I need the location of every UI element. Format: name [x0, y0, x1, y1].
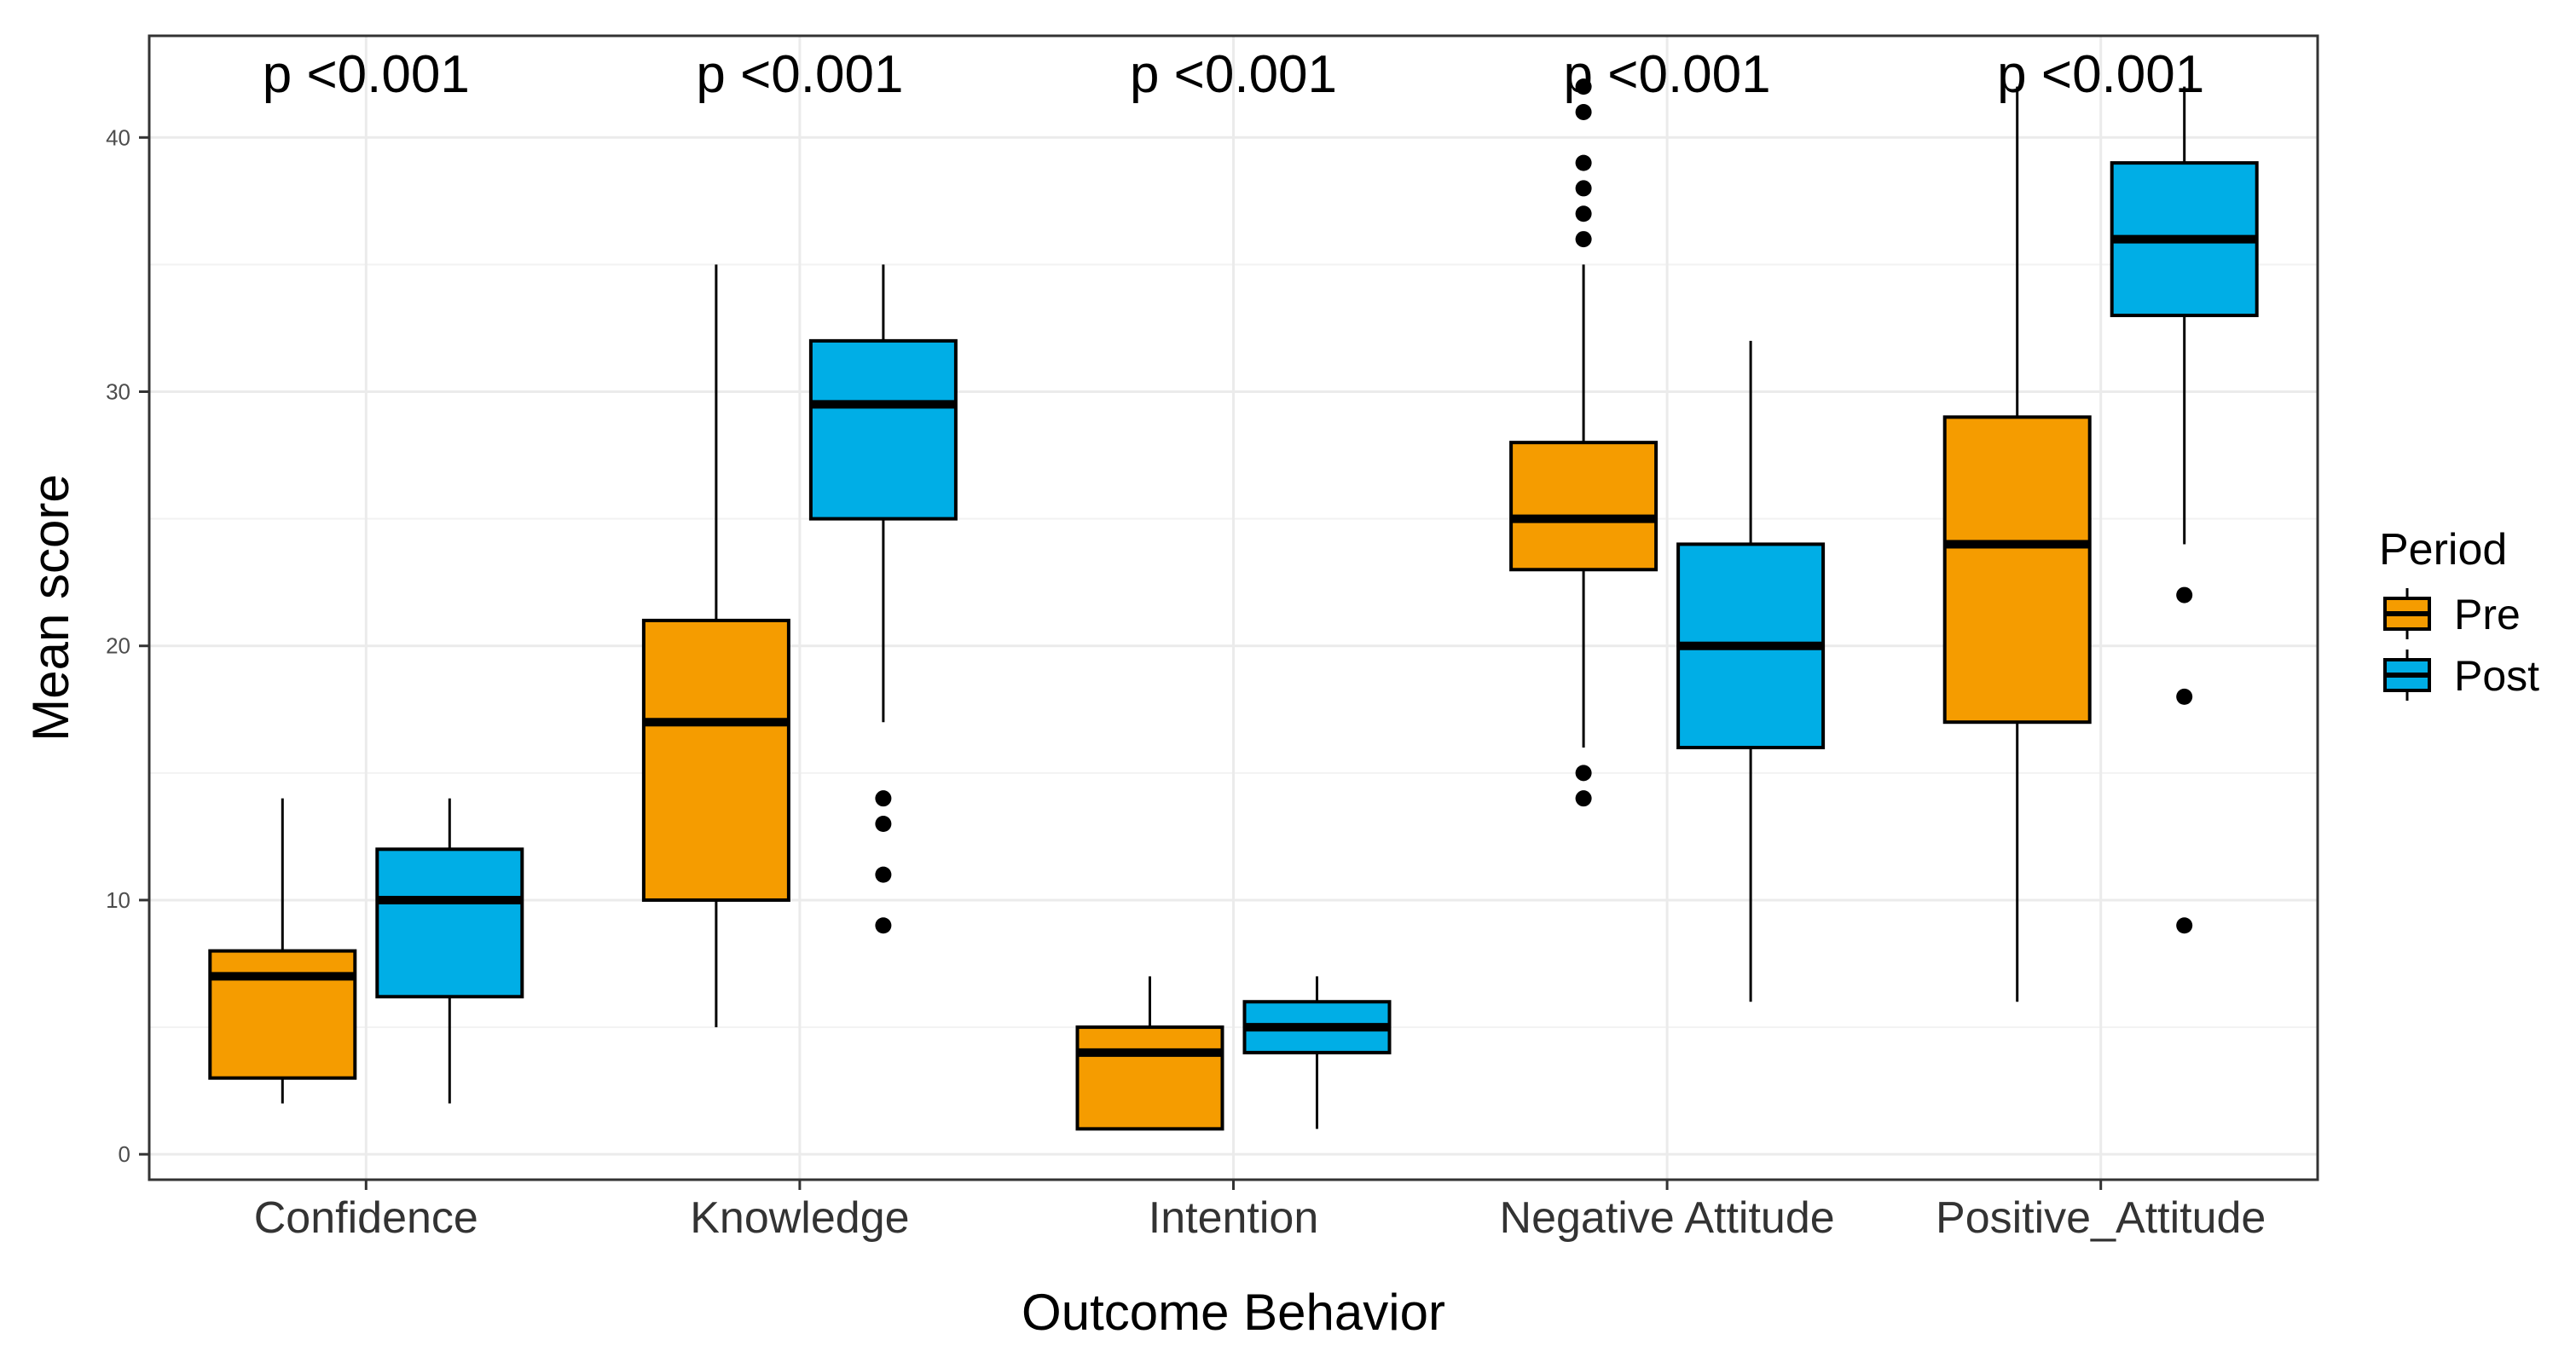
x-tick-label: Confidence [254, 1193, 478, 1243]
box-post-0 [375, 798, 524, 1104]
box-pre-4 [1942, 86, 2092, 1002]
p-value-label: p <0.001 [263, 45, 470, 104]
outlier-point [1575, 103, 1592, 120]
y-axis-ticks: 0 10 20 30 40 [106, 124, 149, 1167]
plot-boxes [208, 78, 2259, 1131]
box-pre-2 [1075, 976, 1224, 1131]
y-tick-label: 40 [106, 124, 130, 150]
outlier-point [1575, 231, 1592, 248]
box-post-1 [808, 264, 958, 934]
outlier-point [875, 815, 892, 832]
box-body [808, 338, 958, 521]
outlier-point [2176, 586, 2193, 603]
outlier-point [1575, 205, 1592, 222]
box-pre-3 [1509, 78, 1658, 807]
x-tick-label: Knowledge [690, 1193, 909, 1243]
box-post-4 [2110, 86, 2259, 934]
box-body [208, 949, 357, 1080]
y-tick-label: 20 [106, 633, 130, 659]
y-tick-label: 0 [119, 1141, 130, 1167]
p-value-label: p <0.001 [1564, 45, 1771, 104]
box-body [1075, 1025, 1224, 1131]
box-pre-0 [208, 798, 357, 1104]
x-tick-label: Positive_Attitude [1936, 1193, 2266, 1243]
outlier-point [875, 790, 892, 807]
legend-label: Pre [2454, 591, 2521, 638]
legend-label: Post [2454, 652, 2539, 700]
x-tick-label: Negative Attitude [1500, 1193, 1835, 1243]
x-axis-title: Outcome Behavior [1022, 1284, 1445, 1341]
outlier-point [1575, 78, 1592, 95]
box-body [641, 618, 790, 902]
outlier-point [875, 917, 892, 934]
outlier-point [1575, 790, 1592, 807]
p-value-label: p <0.001 [1130, 45, 1337, 104]
box-body [1509, 441, 1658, 572]
p-value-label: p <0.001 [696, 45, 903, 104]
legend-item-post: Post [2383, 650, 2539, 701]
outlier-point [1575, 765, 1592, 782]
legend-title: Period [2379, 525, 2507, 575]
y-tick-label: 10 [106, 887, 130, 913]
legend: Period Pre Post [2379, 525, 2539, 701]
x-tick-label: Intention [1149, 1193, 1319, 1243]
box-post-2 [1242, 976, 1392, 1129]
outlier-point [1575, 180, 1592, 197]
x-axis-ticks: Confidence Knowledge Intention Negative Att… [254, 1180, 2266, 1243]
outlier-point [875, 866, 892, 883]
box-body [1942, 415, 2092, 725]
outlier-point [2176, 688, 2193, 705]
legend-item-pre: Pre [2383, 588, 2521, 639]
box-pre-1 [641, 264, 790, 1028]
outlier-point [2176, 917, 2193, 934]
box-body [375, 847, 524, 999]
box-post-3 [1676, 340, 1826, 1002]
y-axis-title: Mean score [22, 474, 79, 741]
p-value-annotations: p <0.001 p <0.001 p <0.001 p <0.001 p <0.001 [263, 45, 2204, 104]
y-tick-label: 30 [106, 379, 130, 405]
p-value-label: p <0.001 [1997, 45, 2204, 104]
outlier-point [1575, 154, 1592, 171]
